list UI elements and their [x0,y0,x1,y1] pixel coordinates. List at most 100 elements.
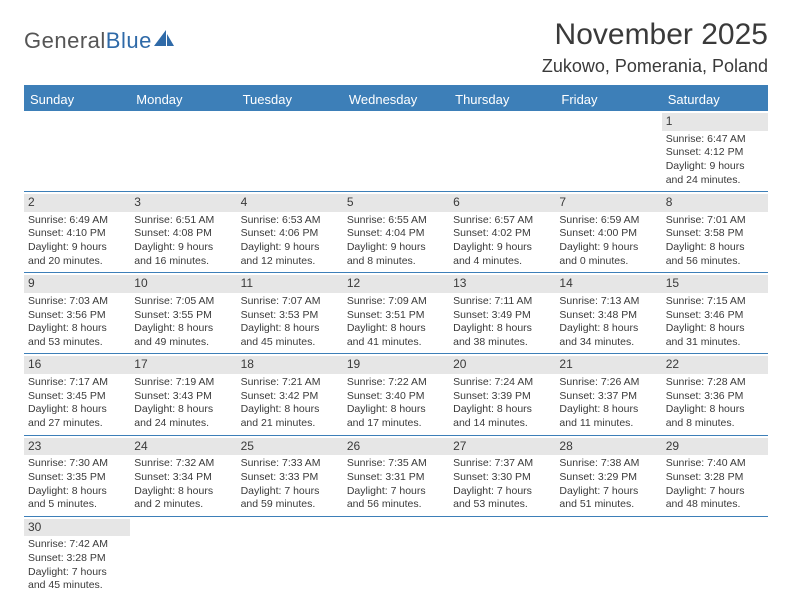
day-info-line: Daylight: 8 hours and 24 minutes. [134,403,232,430]
day-info-line: Sunrise: 7:42 AM [28,538,126,552]
weekday-row: Sunday Monday Tuesday Wednesday Thursday… [24,88,768,111]
day-number: 2 [24,194,130,212]
sail-icon [154,28,174,54]
day-number: 29 [662,438,768,456]
weekday-wednesday: Wednesday [343,88,449,111]
day-info: Sunrise: 7:40 AMSunset: 3:28 PMDaylight:… [666,457,764,512]
day-cell: 23Sunrise: 7:30 AMSunset: 3:35 PMDayligh… [24,436,130,516]
day-info-line: Daylight: 8 hours and 53 minutes. [28,322,126,349]
weekday-tuesday: Tuesday [237,88,343,111]
week-row: 23Sunrise: 7:30 AMSunset: 3:35 PMDayligh… [24,436,768,517]
calendar-page: General Blue November 2025 Zukowo, Pomer… [0,0,792,597]
day-info-line: Sunset: 3:28 PM [28,552,126,566]
day-info-line: Sunrise: 6:53 AM [241,214,339,228]
empty-day-cell [343,111,449,191]
day-info-line: Sunrise: 7:38 AM [559,457,657,471]
day-cell: 1Sunrise: 6:47 AMSunset: 4:12 PMDaylight… [662,111,768,191]
empty-day-cell [662,517,768,597]
empty-day-cell [449,111,555,191]
day-info: Sunrise: 6:57 AMSunset: 4:02 PMDaylight:… [453,214,551,269]
day-info-line: Sunrise: 7:32 AM [134,457,232,471]
day-info-line: Sunset: 3:51 PM [347,309,445,323]
day-info-line: Daylight: 8 hours and 11 minutes. [559,403,657,430]
day-info-line: Sunrise: 7:13 AM [559,295,657,309]
day-info-line: Sunrise: 6:51 AM [134,214,232,228]
day-info-line: Daylight: 9 hours and 12 minutes. [241,241,339,268]
empty-day-cell [555,517,661,597]
day-info-line: Daylight: 8 hours and 8 minutes. [666,403,764,430]
day-info-line: Daylight: 9 hours and 0 minutes. [559,241,657,268]
day-cell: 10Sunrise: 7:05 AMSunset: 3:55 PMDayligh… [130,273,236,353]
day-cell: 30Sunrise: 7:42 AMSunset: 3:28 PMDayligh… [24,517,130,597]
day-cell: 12Sunrise: 7:09 AMSunset: 3:51 PMDayligh… [343,273,449,353]
day-info: Sunrise: 7:26 AMSunset: 3:37 PMDaylight:… [559,376,657,431]
day-info: Sunrise: 7:13 AMSunset: 3:48 PMDaylight:… [559,295,657,350]
day-number: 22 [662,356,768,374]
weeks-container: 1Sunrise: 6:47 AMSunset: 4:12 PMDaylight… [24,111,768,597]
day-info-line: Sunrise: 7:40 AM [666,457,764,471]
day-number: 9 [24,275,130,293]
day-number: 16 [24,356,130,374]
day-number: 28 [555,438,661,456]
day-info-line: Daylight: 8 hours and 56 minutes. [666,241,764,268]
week-row: 9Sunrise: 7:03 AMSunset: 3:56 PMDaylight… [24,273,768,354]
day-cell: 13Sunrise: 7:11 AMSunset: 3:49 PMDayligh… [449,273,555,353]
empty-day-cell [343,517,449,597]
weekday-monday: Monday [130,88,236,111]
day-number: 26 [343,438,449,456]
logo-text-blue: Blue [106,28,176,54]
day-info-line: Daylight: 7 hours and 48 minutes. [666,485,764,512]
day-info-line: Sunrise: 7:33 AM [241,457,339,471]
day-number: 17 [130,356,236,374]
day-cell: 3Sunrise: 6:51 AMSunset: 4:08 PMDaylight… [130,192,236,272]
day-info-line: Sunset: 4:10 PM [28,227,126,241]
day-info-line: Daylight: 9 hours and 16 minutes. [134,241,232,268]
day-info-line: Daylight: 8 hours and 49 minutes. [134,322,232,349]
day-number: 27 [449,438,555,456]
day-info: Sunrise: 7:07 AMSunset: 3:53 PMDaylight:… [241,295,339,350]
day-cell: 15 Sunrise: 7:15 AMSunset: 3:46 PMDayligh… [662,273,768,353]
day-info-line: Sunrise: 7:24 AM [453,376,551,390]
day-info: Sunrise: 7:28 AMSunset: 3:36 PMDaylight:… [666,376,764,431]
day-info: Sunrise: 7:22 AMSunset: 3:40 PMDaylight:… [347,376,445,431]
day-number: 20 [449,356,555,374]
weekday-thursday: Thursday [449,88,555,111]
day-number: 5 [343,194,449,212]
day-info: Sunrise: 7:35 AMSunset: 3:31 PMDaylight:… [347,457,445,512]
day-info-line: Sunrise: 6:57 AM [453,214,551,228]
day-number: 24 [130,438,236,456]
day-number: 15 [662,275,768,293]
day-info-line: Sunset: 3:55 PM [134,309,232,323]
day-info-line: Daylight: 8 hours and 31 minutes. [666,322,764,349]
day-info: Sunrise: 7:19 AMSunset: 3:43 PMDaylight:… [134,376,232,431]
day-info-line: Sunrise: 7:05 AM [134,295,232,309]
day-cell: 18Sunrise: 7:21 AMSunset: 3:42 PMDayligh… [237,354,343,434]
day-info-line: Sunset: 3:33 PM [241,471,339,485]
day-info-line: Daylight: 8 hours and 27 minutes. [28,403,126,430]
day-info-line: Daylight: 8 hours and 17 minutes. [347,403,445,430]
day-cell: 16Sunrise: 7:17 AMSunset: 3:45 PMDayligh… [24,354,130,434]
day-info-line: Sunset: 3:43 PM [134,390,232,404]
day-info-line: Daylight: 8 hours and 34 minutes. [559,322,657,349]
day-info: Sunrise: 7:21 AMSunset: 3:42 PMDaylight:… [241,376,339,431]
day-info-line: Sunset: 3:48 PM [559,309,657,323]
day-cell: 24Sunrise: 7:32 AMSunset: 3:34 PMDayligh… [130,436,236,516]
day-cell: 2Sunrise: 6:49 AMSunset: 4:10 PMDaylight… [24,192,130,272]
empty-day-cell [237,517,343,597]
day-number: 19 [343,356,449,374]
day-info-line: Sunset: 4:00 PM [559,227,657,241]
day-info-line: Sunset: 3:35 PM [28,471,126,485]
day-info-line: Sunset: 3:56 PM [28,309,126,323]
day-info-line: Sunrise: 7:07 AM [241,295,339,309]
day-info: Sunrise: 7:42 AMSunset: 3:28 PMDaylight:… [28,538,126,593]
month-title: November 2025 [542,18,768,52]
day-info: Sunrise: 7:11 AMSunset: 3:49 PMDaylight:… [453,295,551,350]
day-cell: 22 Sunrise: 7:28 AMSunset: 3:36 PMDayligh… [662,354,768,434]
day-number: 14 [555,275,661,293]
day-info: Sunrise: 7:15 AMSunset: 3:46 PMDaylight:… [666,295,764,350]
weekday-saturday: Saturday [662,88,768,111]
day-number: 11 [237,275,343,293]
day-cell: 27Sunrise: 7:37 AMSunset: 3:30 PMDayligh… [449,436,555,516]
day-info: Sunrise: 6:59 AMSunset: 4:00 PMDaylight:… [559,214,657,269]
day-info-line: Daylight: 8 hours and 45 minutes. [241,322,339,349]
